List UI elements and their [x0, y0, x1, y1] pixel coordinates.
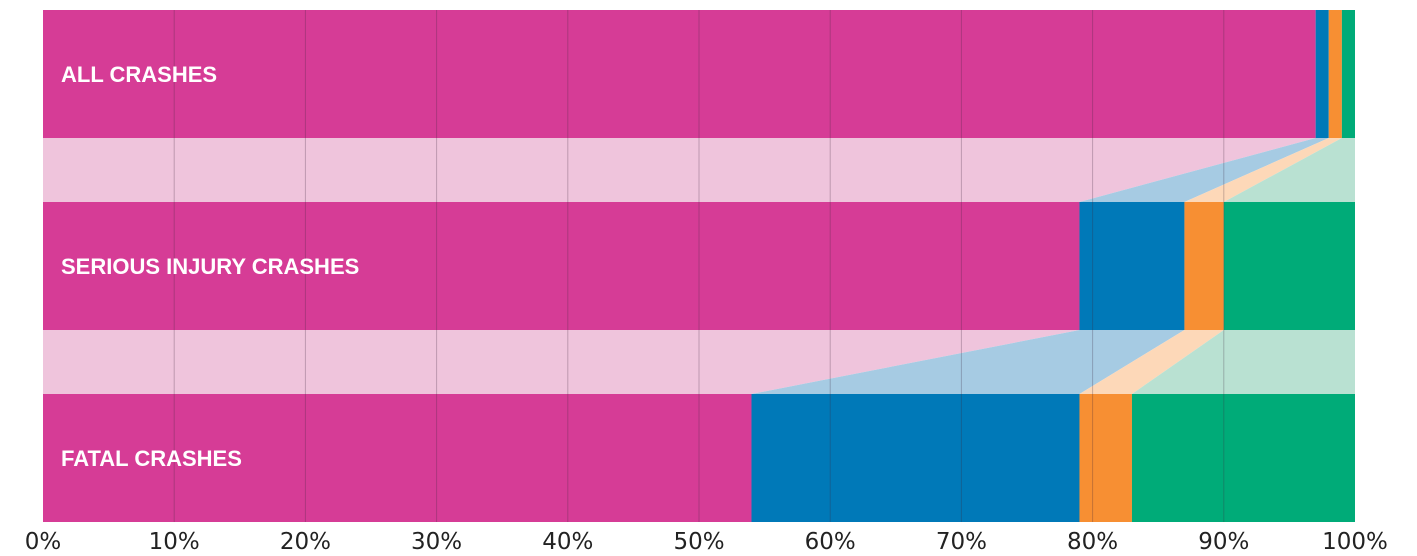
x-tick-label: 50% — [673, 529, 724, 555]
bar-segment-1-4 — [1341, 10, 1355, 138]
x-axis-ticks: 0% 10% 20% 30% 40% 50% 60% 70% 80% 90% 100% — [25, 529, 1388, 555]
bar-segment-2-3 — [1184, 202, 1224, 330]
x-tick-label: 20% — [280, 529, 331, 555]
gridlines — [173, 10, 1225, 522]
x-tick-label: 70% — [936, 529, 987, 555]
bar-segment-3-1 — [43, 394, 752, 522]
bar-segment-3-4 — [1131, 394, 1355, 522]
bar-segment-2-1 — [43, 202, 1080, 330]
x-tick-label: 90% — [1198, 529, 1249, 555]
bar-segment-3-2 — [751, 394, 1080, 522]
bar-segment-2-4 — [1223, 202, 1355, 330]
bar-segment-3-3 — [1079, 394, 1132, 522]
bar-segment-1-3 — [1328, 10, 1342, 138]
connector-band-2-1 — [43, 330, 1080, 394]
bar-segment-1-1 — [43, 10, 1316, 138]
bar-segments — [43, 10, 1355, 522]
x-tick-label: 80% — [1067, 529, 1118, 555]
connector-band-1-4 — [1223, 138, 1355, 202]
connector-band-2-4 — [1131, 330, 1355, 394]
connector-band-1-3 — [1184, 138, 1342, 202]
connector-band-2-2 — [751, 330, 1185, 394]
connector-band-1-2 — [1079, 138, 1329, 202]
x-tick-label: 0% — [25, 529, 62, 555]
category-labels: ALL CRASHES SERIOUS INJURY CRASHES FATAL C… — [61, 62, 359, 471]
x-tick-label: 40% — [542, 529, 593, 555]
category-label: ALL CRASHES — [61, 62, 217, 87]
bar-segment-1-2 — [1315, 10, 1329, 138]
connector-band-2-3 — [1079, 330, 1224, 394]
bar-segment-2-2 — [1079, 202, 1185, 330]
connector-bands — [43, 138, 1355, 394]
connector-band-1-1 — [43, 138, 1316, 202]
x-tick-label: 100% — [1322, 529, 1388, 555]
category-label: FATAL CRASHES — [61, 446, 242, 471]
category-label: SERIOUS INJURY CRASHES — [61, 254, 359, 279]
x-tick-label: 10% — [149, 529, 200, 555]
x-tick-label: 60% — [805, 529, 856, 555]
x-tick-label: 30% — [411, 529, 462, 555]
